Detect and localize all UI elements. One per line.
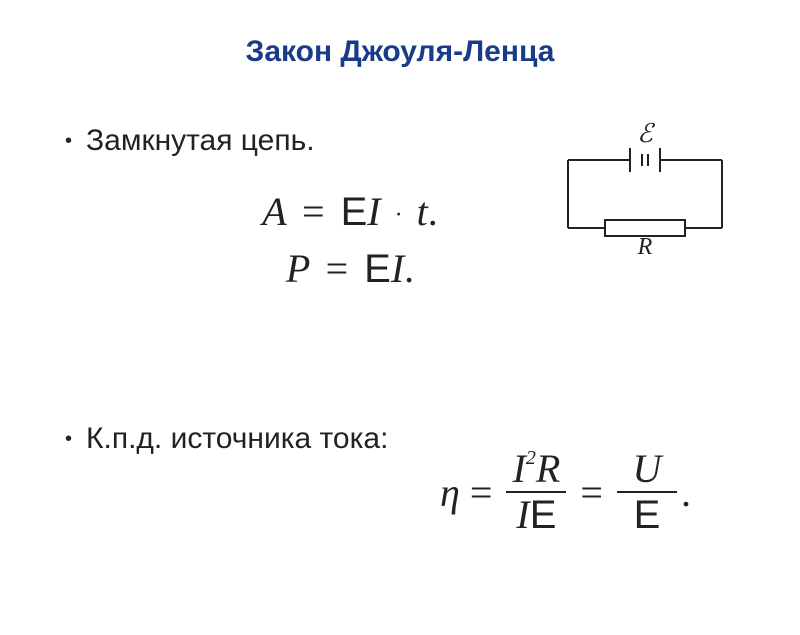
resistor-label: R	[637, 234, 653, 260]
bullet-text-1: Замкнутая цепь.	[86, 124, 315, 158]
bullet-text-2: К.п.д. источника тока:	[86, 422, 388, 456]
bullet-marker: •	[65, 428, 72, 451]
efficiency-formula: η = I2R IЕ = U Е .	[440, 447, 691, 537]
emf-label: ℰ	[637, 120, 655, 148]
fraction-1: I2R IЕ	[506, 447, 566, 537]
circuit-diagram: ℰ R	[550, 120, 740, 260]
slide-title: Закон Джоуля-Ленца	[0, 35, 800, 69]
bullet-marker: •	[65, 130, 72, 153]
fraction-2: U Е	[617, 447, 677, 537]
